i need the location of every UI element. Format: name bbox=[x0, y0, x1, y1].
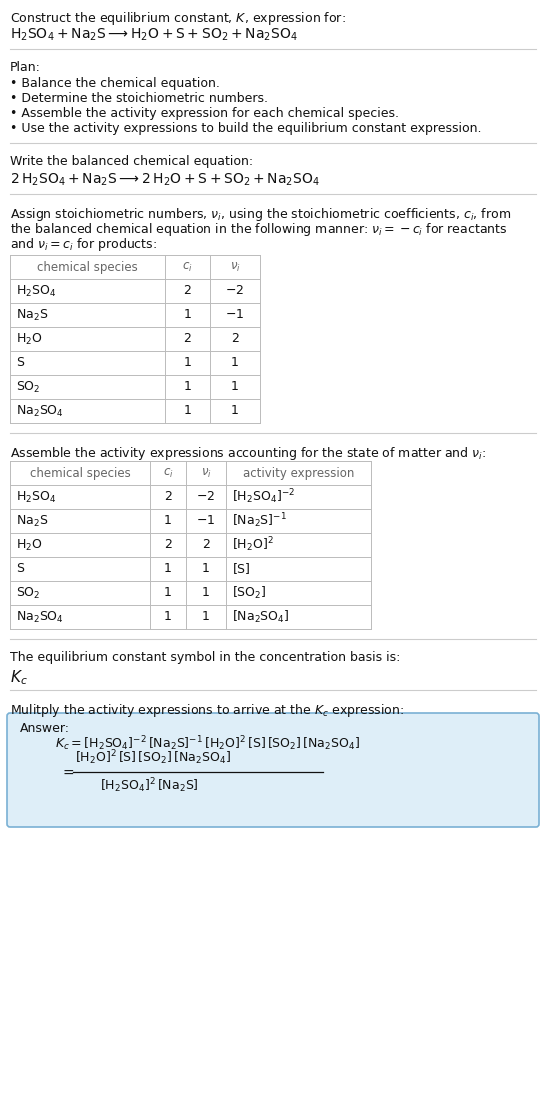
Text: $c_i$: $c_i$ bbox=[163, 466, 174, 480]
Text: Plan:: Plan: bbox=[10, 61, 41, 74]
Text: $K_c$: $K_c$ bbox=[10, 669, 28, 686]
Text: $\mathrm{H_2SO_4}$: $\mathrm{H_2SO_4}$ bbox=[16, 490, 56, 505]
Text: 1: 1 bbox=[202, 610, 210, 623]
Text: $[\mathrm{H_2O}]^{2}$: $[\mathrm{H_2O}]^{2}$ bbox=[232, 536, 274, 555]
Text: $\mathrm{S}$: $\mathrm{S}$ bbox=[16, 562, 25, 576]
Text: 1: 1 bbox=[164, 610, 172, 623]
FancyBboxPatch shape bbox=[7, 713, 539, 827]
Text: $[\mathrm{Na_2SO_4}]$: $[\mathrm{Na_2SO_4}]$ bbox=[232, 609, 289, 625]
Text: 1: 1 bbox=[183, 380, 192, 393]
Text: 1: 1 bbox=[202, 587, 210, 600]
Text: 1: 1 bbox=[183, 308, 192, 322]
Text: $\mathrm{Na_2SO_4}$: $\mathrm{Na_2SO_4}$ bbox=[16, 403, 64, 419]
Text: $\mathrm{2\,H_2SO_4 + Na_2S \longrightarrow 2\,H_2O + S + SO_2 + Na_2SO_4}$: $\mathrm{2\,H_2SO_4 + Na_2S \longrightar… bbox=[10, 172, 320, 188]
Text: Assign stoichiometric numbers, $\nu_i$, using the stoichiometric coefficients, $: Assign stoichiometric numbers, $\nu_i$, … bbox=[10, 206, 511, 223]
Text: $[\mathrm{H_2O}]^{2}\,[\mathrm{S}]\,[\mathrm{SO_2}]\,[\mathrm{Na_2SO_4}]$: $[\mathrm{H_2O}]^{2}\,[\mathrm{S}]\,[\ma… bbox=[75, 749, 231, 767]
Text: $\mathrm{SO_2}$: $\mathrm{SO_2}$ bbox=[16, 586, 40, 600]
Text: $\mathrm{H_2SO_4 + Na_2S \longrightarrow H_2O + S + SO_2 + Na_2SO_4}$: $\mathrm{H_2SO_4 + Na_2S \longrightarrow… bbox=[10, 27, 298, 43]
Text: $-1$: $-1$ bbox=[197, 515, 216, 527]
Text: and $\nu_i = c_i$ for products:: and $\nu_i = c_i$ for products: bbox=[10, 236, 157, 253]
Text: 1: 1 bbox=[164, 515, 172, 527]
Text: • Assemble the activity expression for each chemical species.: • Assemble the activity expression for e… bbox=[10, 107, 399, 120]
Text: chemical species: chemical species bbox=[37, 261, 138, 274]
Text: Answer:: Answer: bbox=[20, 722, 70, 735]
Text: $\mathrm{SO_2}$: $\mathrm{SO_2}$ bbox=[16, 379, 40, 394]
Text: $[\mathrm{SO_2}]$: $[\mathrm{SO_2}]$ bbox=[232, 585, 266, 601]
Text: $[\mathrm{Na_2S}]^{-1}$: $[\mathrm{Na_2S}]^{-1}$ bbox=[232, 512, 287, 530]
Text: $\mathrm{S}$: $\mathrm{S}$ bbox=[16, 357, 25, 369]
Text: • Determine the stoichiometric numbers.: • Determine the stoichiometric numbers. bbox=[10, 92, 268, 105]
Text: $-1$: $-1$ bbox=[225, 308, 245, 322]
Text: $\nu_i$: $\nu_i$ bbox=[200, 466, 211, 480]
Text: chemical species: chemical species bbox=[29, 466, 130, 480]
Text: Write the balanced chemical equation:: Write the balanced chemical equation: bbox=[10, 155, 253, 168]
Text: $c_i$: $c_i$ bbox=[182, 261, 193, 274]
Text: $\mathrm{Na_2S}$: $\mathrm{Na_2S}$ bbox=[16, 514, 48, 528]
Text: 2: 2 bbox=[202, 538, 210, 551]
Text: $\mathrm{Na_2SO_4}$: $\mathrm{Na_2SO_4}$ bbox=[16, 610, 64, 624]
Text: $\mathrm{H_2O}$: $\mathrm{H_2O}$ bbox=[16, 332, 43, 347]
Text: $-2$: $-2$ bbox=[225, 284, 245, 297]
Text: 1: 1 bbox=[183, 404, 192, 418]
Text: $\mathrm{H_2O}$: $\mathrm{H_2O}$ bbox=[16, 537, 43, 552]
Text: Construct the equilibrium constant, $K$, expression for:: Construct the equilibrium constant, $K$,… bbox=[10, 10, 346, 27]
Text: activity expression: activity expression bbox=[243, 466, 354, 480]
Text: $[\mathrm{H_2SO_4}]^{2}\,[\mathrm{Na_2S}]$: $[\mathrm{H_2SO_4}]^{2}\,[\mathrm{Na_2S}… bbox=[100, 777, 199, 796]
Text: $-2$: $-2$ bbox=[197, 491, 216, 504]
Text: • Use the activity expressions to build the equilibrium constant expression.: • Use the activity expressions to build … bbox=[10, 122, 482, 135]
Text: • Balance the chemical equation.: • Balance the chemical equation. bbox=[10, 77, 220, 90]
Text: 2: 2 bbox=[164, 538, 172, 551]
Text: 1: 1 bbox=[183, 357, 192, 369]
Text: 2: 2 bbox=[164, 491, 172, 504]
Text: 2: 2 bbox=[183, 284, 192, 297]
Text: the balanced chemical equation in the following manner: $\nu_i = -c_i$ for react: the balanced chemical equation in the fo… bbox=[10, 221, 507, 238]
Text: 1: 1 bbox=[202, 562, 210, 576]
Text: 2: 2 bbox=[231, 333, 239, 346]
Text: 1: 1 bbox=[164, 562, 172, 576]
Text: $K_c = [\mathrm{H_2SO_4}]^{-2}\,[\mathrm{Na_2S}]^{-1}\,[\mathrm{H_2O}]^{2}\,[\ma: $K_c = [\mathrm{H_2SO_4}]^{-2}\,[\mathrm… bbox=[55, 735, 360, 754]
Text: 2: 2 bbox=[183, 333, 192, 346]
Text: 1: 1 bbox=[231, 357, 239, 369]
Text: 1: 1 bbox=[231, 380, 239, 393]
Text: $[\mathrm{S}]$: $[\mathrm{S}]$ bbox=[232, 561, 251, 577]
Text: $\mathrm{Na_2S}$: $\mathrm{Na_2S}$ bbox=[16, 307, 48, 323]
Text: 1: 1 bbox=[164, 587, 172, 600]
Text: $\mathrm{H_2SO_4}$: $\mathrm{H_2SO_4}$ bbox=[16, 284, 56, 298]
Text: $=$: $=$ bbox=[60, 765, 75, 779]
Text: Assemble the activity expressions accounting for the state of matter and $\nu_i$: Assemble the activity expressions accoun… bbox=[10, 445, 486, 462]
Text: 1: 1 bbox=[231, 404, 239, 418]
Text: $\nu_i$: $\nu_i$ bbox=[230, 261, 240, 274]
Text: $[\mathrm{H_2SO_4}]^{-2}$: $[\mathrm{H_2SO_4}]^{-2}$ bbox=[232, 487, 295, 506]
Text: Mulitply the activity expressions to arrive at the $K_c$ expression:: Mulitply the activity expressions to arr… bbox=[10, 702, 404, 719]
Text: The equilibrium constant symbol in the concentration basis is:: The equilibrium constant symbol in the c… bbox=[10, 651, 400, 664]
